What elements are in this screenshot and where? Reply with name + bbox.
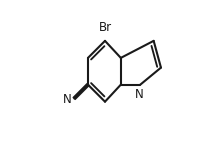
- Text: N: N: [135, 88, 144, 101]
- Text: Br: Br: [98, 21, 112, 34]
- Text: N: N: [63, 93, 72, 106]
